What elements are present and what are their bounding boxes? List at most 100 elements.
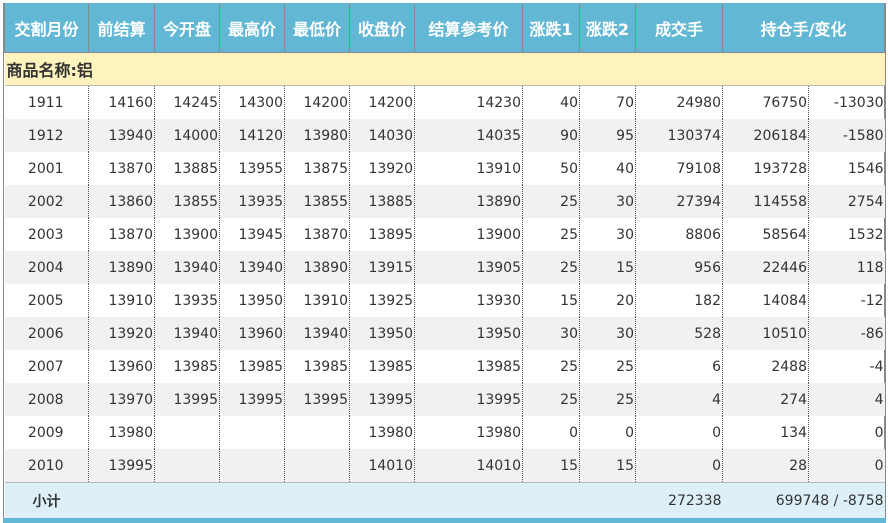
cell-oi-change: 1532: [807, 218, 885, 251]
col-close: 收盘价: [349, 3, 415, 53]
cell-prev-settle: 14160: [88, 85, 155, 119]
cell-month: 2005: [27, 292, 64, 309]
cell-change2: 25: [579, 383, 636, 416]
bottom-header-strip: [3, 518, 886, 523]
cell-volume: 27394: [635, 185, 723, 218]
cell-volume: 182: [635, 284, 723, 317]
cell-open-interest: 193728: [722, 152, 809, 185]
cell-change1: 25: [522, 185, 580, 218]
cell-oi-change: -1580: [807, 119, 885, 152]
cell-volume: 528: [635, 317, 723, 350]
cell-settle-ref: 13930: [414, 284, 523, 317]
cell-open: [154, 416, 220, 449]
table-row: 2003 13870 13900 13945 13870 13895 13900 25 30 88…: [5, 218, 885, 251]
cell-settle-ref: 13950: [414, 317, 523, 350]
cell-high: 13950: [219, 284, 285, 317]
cell-month: 2001: [27, 160, 64, 177]
table-row: 2010 13995 14010 14010 15 15 0 28 0: [4, 449, 885, 483]
cell-settle-ref: 13995: [414, 383, 523, 416]
cell-change2: 25: [579, 350, 636, 383]
cell-change1: 30: [522, 317, 580, 350]
col-change1: 涨跌1: [522, 3, 580, 53]
cell-prev-settle: 13920: [88, 317, 155, 350]
cell-settle-ref: 13890: [414, 185, 523, 218]
col-volume: 成交手: [635, 3, 723, 53]
cell-month: 2006: [4, 317, 89, 350]
cell-oi-change: 0: [807, 449, 885, 483]
cell-prev-settle: 13995: [88, 449, 155, 483]
cell-high: [219, 416, 285, 449]
table-row: 1911 14160 14245 14300 14200 14200 14230 40 70 24…: [5, 85, 885, 119]
cell-low: 13985: [284, 350, 350, 383]
cell-open-interest: 28: [722, 449, 809, 483]
cell-high: 13995: [219, 383, 285, 416]
table-row: 2004 13890 13940 13940 13890 13915 13905 25 15 95…: [4, 251, 885, 284]
cell-high: 13960: [219, 317, 285, 350]
cell-month: 2003: [27, 226, 64, 243]
cell-change2: 20: [579, 284, 636, 317]
cell-change2: 30: [579, 317, 636, 350]
header-row: 交割月份 前结算 今开盘 最高价 最低价 收盘价 结算参考价 涨跌1 涨跌2 成…: [4, 3, 886, 53]
cell-high: 13935: [219, 185, 285, 218]
cell-close: 13920: [349, 152, 415, 185]
cell-low: 13980: [284, 119, 350, 152]
cell-oi-change: -4: [807, 350, 885, 383]
cell-open-interest: 2488: [722, 350, 809, 383]
col-low: 最低价: [284, 3, 350, 53]
cell-prev-settle: 13910: [88, 284, 155, 317]
cell-volume: 0: [635, 416, 723, 449]
cell-open: 13985: [154, 350, 220, 383]
cell-open-interest: 76750: [722, 85, 809, 119]
cell-change2: 70: [579, 85, 636, 119]
cell-volume: 956: [635, 251, 723, 284]
cell-change1: 90: [522, 119, 580, 152]
cell-low: 13870: [284, 218, 350, 251]
cell-change2: 40: [579, 152, 636, 185]
cell-month: 1911: [27, 94, 64, 111]
subtotal-volume: 272338: [635, 482, 723, 518]
cell-open: 13935: [154, 284, 220, 317]
cell-settle-ref: 14230: [414, 85, 523, 119]
col-open-interest: 持仓手/变化: [721, 3, 886, 53]
cell-change2: 30: [579, 218, 636, 251]
col-open: 今开盘: [154, 3, 220, 53]
cell-low: 13910: [284, 284, 350, 317]
subtotal-label: 小计: [4, 482, 89, 518]
cell-low: [284, 416, 350, 449]
cell-oi-change: 4: [807, 383, 885, 416]
cell-high: [219, 449, 285, 483]
cell-low: 13940: [284, 317, 350, 350]
cell-month: 2010: [4, 449, 89, 483]
table-row: 1912 13940 14000 14120 13980 14030 14035 90 95 13…: [4, 119, 885, 152]
cell-high: 14300: [219, 85, 285, 119]
cell-change1: 25: [522, 218, 580, 251]
cell-prev-settle: 13890: [88, 251, 155, 284]
cell-open: [154, 449, 220, 483]
table-row: 2002 13860 13855 13935 13855 13885 13890 25 30 27…: [4, 185, 885, 218]
cell-close: 14010: [349, 449, 415, 483]
cell-prev-settle: 13980: [88, 416, 155, 449]
cell-high: 14120: [219, 119, 285, 152]
table-row: 2001 13870 13885 13955 13875 13920 13910 50 40 79…: [5, 152, 885, 185]
cell-prev-settle: 13940: [88, 119, 155, 152]
cell-oi-change: 1546: [807, 152, 885, 185]
cell-prev-settle: 13870: [88, 218, 155, 251]
cell-high: 13955: [219, 152, 285, 185]
cell-settle-ref: 13985: [414, 350, 523, 383]
col-prev-settle: 前结算: [88, 3, 155, 53]
cell-close: 13915: [349, 251, 415, 284]
product-name: 商品名称:铝: [4, 52, 885, 86]
cell-close: 14030: [349, 119, 415, 152]
cell-change1: 25: [522, 350, 580, 383]
subtotal-row: 小计 272338 699748 / -8758: [4, 482, 885, 518]
cell-change2: 30: [579, 185, 636, 218]
cell-change1: 40: [522, 85, 580, 119]
cell-oi-change: 118: [807, 251, 885, 284]
cell-volume: 6: [635, 350, 723, 383]
cell-settle-ref: 14035: [414, 119, 523, 152]
cell-settle-ref: 13910: [414, 152, 523, 185]
cell-open: 14245: [154, 85, 220, 119]
cell-change2: 0: [579, 416, 636, 449]
cell-open-interest: 274: [722, 383, 809, 416]
cell-settle-ref: 13980: [414, 416, 523, 449]
